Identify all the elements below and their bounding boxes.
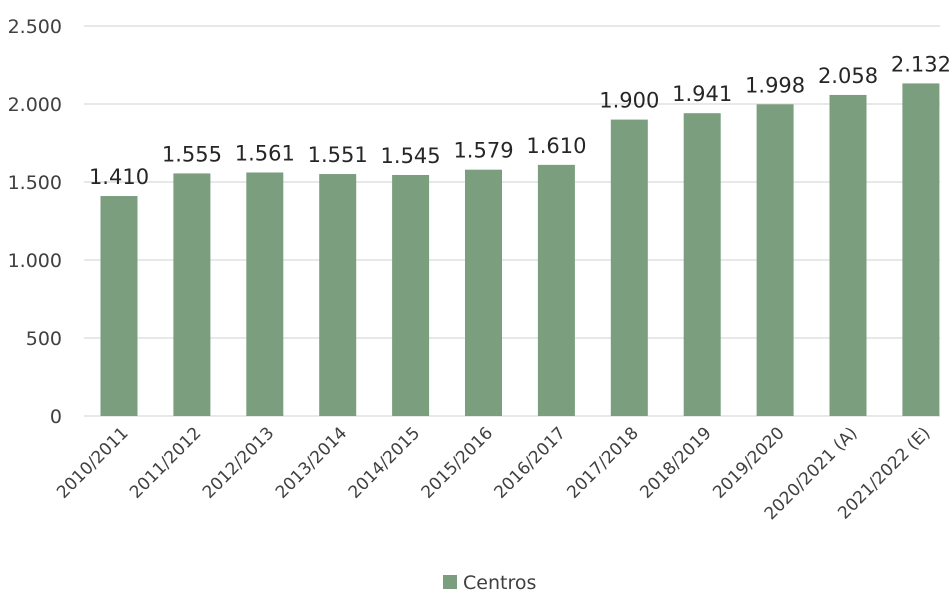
data-label: 1.551 (308, 143, 368, 167)
data-label: 2.058 (818, 64, 878, 88)
bar (537, 164, 575, 416)
y-tick-label: 2.500 (8, 16, 62, 38)
bar (100, 196, 138, 416)
data-label: 1.561 (235, 141, 295, 165)
y-axis-ticks: 0 500 1.000 1.500 2.000 2.500 (8, 16, 62, 428)
bars (100, 83, 940, 417)
data-label: 1.900 (599, 89, 659, 113)
x-tick-label: 2011/2012 (126, 423, 205, 502)
gridlines (84, 25, 940, 417)
data-label: 1.610 (526, 134, 586, 158)
bar (756, 104, 794, 416)
x-tick-label: 2010/2011 (53, 423, 132, 502)
bar (683, 113, 721, 416)
bar (319, 174, 357, 416)
data-label: 2.132 (891, 52, 951, 76)
data-labels: 1.410 1.555 1.561 1.551 1.545 1.579 1.610 1.900… (89, 52, 951, 189)
bar (829, 94, 867, 417)
x-tick-label: 2016/2017 (491, 423, 570, 502)
bar (465, 169, 502, 416)
x-tick-label: 2014/2015 (345, 423, 424, 502)
legend-swatch-centros (443, 575, 457, 589)
y-tick-label: 1.000 (8, 250, 62, 272)
y-tick-label: 0 (50, 406, 62, 428)
bar (610, 119, 648, 416)
data-label: 1.579 (453, 139, 513, 163)
data-label: 1.941 (672, 82, 732, 106)
bar (173, 173, 211, 416)
x-tick-label: 2015/2016 (418, 423, 497, 502)
x-axis-ticks: 2010/20112011/20122012/20132013/20142014… (53, 423, 934, 524)
x-tick-label: 2019/2020 (709, 423, 788, 502)
x-tick-label: 2018/2019 (636, 423, 715, 502)
y-tick-label: 2.000 (8, 94, 62, 116)
legend-label-centros: Centros (463, 572, 536, 593)
y-tick-label: 500 (26, 328, 62, 350)
legend: Centros (443, 572, 536, 593)
y-tick-label: 1.500 (8, 172, 62, 194)
data-label: 1.410 (89, 165, 149, 189)
x-tick-label: 2017/2018 (563, 423, 642, 502)
x-tick-label: 2013/2014 (272, 423, 351, 502)
x-tick-label: 2012/2013 (199, 423, 278, 502)
bar (246, 172, 284, 416)
data-label: 1.545 (381, 144, 441, 168)
bar (902, 83, 940, 417)
data-label: 1.998 (745, 73, 805, 97)
bar (392, 174, 430, 416)
data-label: 1.555 (162, 142, 222, 166)
